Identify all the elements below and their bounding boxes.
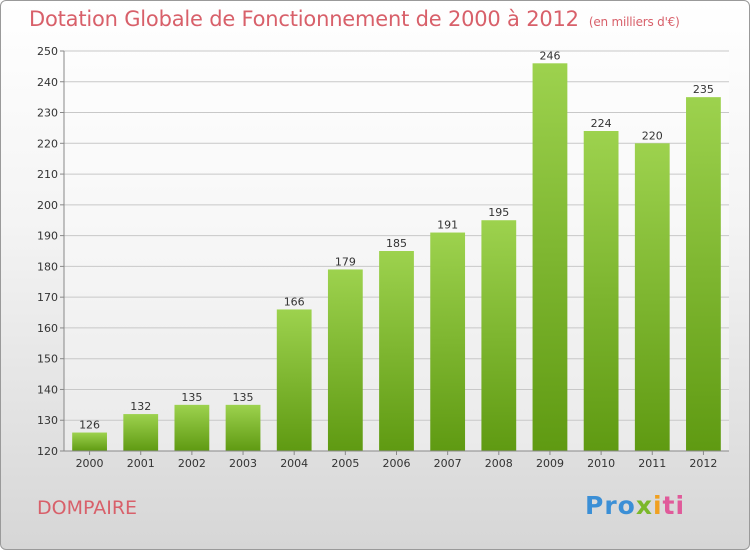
y-tick-label: 200 xyxy=(37,199,58,212)
y-tick-label: 240 xyxy=(37,76,58,89)
y-tick-label: 140 xyxy=(37,383,58,396)
bar-value-label: 126 xyxy=(79,419,100,432)
y-tick-label: 230 xyxy=(37,107,58,120)
x-tick-label: 2006 xyxy=(383,457,411,470)
x-tick-label: 2012 xyxy=(689,457,717,470)
x-tick-label: 2011 xyxy=(638,457,666,470)
bar-2001 xyxy=(123,414,159,451)
x-tick-label: 2009 xyxy=(536,457,564,470)
bar-value-label: 185 xyxy=(386,237,407,250)
bar-2012 xyxy=(686,97,721,452)
bar-value-label: 246 xyxy=(539,49,560,62)
y-tick-label: 250 xyxy=(37,45,58,58)
y-tick-label: 190 xyxy=(37,230,58,243)
x-tick-label: 2008 xyxy=(485,457,513,470)
bar-value-label: 191 xyxy=(437,219,458,232)
y-tick-label: 220 xyxy=(37,137,58,150)
bar-value-label: 132 xyxy=(130,400,151,413)
axes: 120 130 140 150 160 170 180 190 200 210 220 230 240 2… xyxy=(37,45,729,470)
proxiti-logo: Proxiti xyxy=(585,491,686,520)
y-tick-label: 130 xyxy=(37,414,58,427)
bar-value-label: 195 xyxy=(488,206,509,219)
bars: 126 132 135 135 166 179 185 191 195 246 224 220 235 xyxy=(72,49,721,452)
y-tick-label: 150 xyxy=(37,353,58,366)
bar-value-label: 179 xyxy=(335,255,356,268)
x-tick-label: 2005 xyxy=(331,457,359,470)
bar-2005 xyxy=(327,269,363,451)
y-tick-label: 210 xyxy=(37,168,58,181)
chart-title: Dotation Globale de Fonctionnement de 20… xyxy=(29,7,680,31)
bar-2010 xyxy=(583,131,619,451)
y-tick-label: 170 xyxy=(37,291,58,304)
x-tick-label: 2003 xyxy=(229,457,257,470)
bar-2004 xyxy=(276,309,312,451)
bar-2002 xyxy=(174,404,210,451)
chart-unit: (en milliers d'€) xyxy=(588,15,680,29)
bar-2008 xyxy=(481,220,517,451)
bar-value-label: 224 xyxy=(591,117,612,130)
x-tick-label: 2007 xyxy=(434,457,462,470)
x-tick-label: 2000 xyxy=(76,457,104,470)
y-tick-label: 120 xyxy=(37,445,58,458)
x-tick-label: 2004 xyxy=(280,457,308,470)
bar-value-label: 220 xyxy=(642,129,663,142)
x-tick-label: 2010 xyxy=(587,457,615,470)
x-tick-label: 2002 xyxy=(178,457,206,470)
bar-2011 xyxy=(634,143,670,452)
bar-2006 xyxy=(379,251,414,451)
bar-value-label: 135 xyxy=(181,391,202,404)
bar-2009 xyxy=(532,63,568,452)
bar-value-label: 166 xyxy=(284,295,305,308)
y-tick-label: 160 xyxy=(37,322,58,335)
y-tick-label: 180 xyxy=(37,260,58,273)
bar-2003 xyxy=(225,404,261,451)
bar-value-label: 135 xyxy=(233,391,254,404)
commune-name: DOMPAIRE xyxy=(37,497,138,519)
bar-2000 xyxy=(72,432,107,451)
bar-2007 xyxy=(430,232,466,451)
bar-value-label: 235 xyxy=(693,83,714,96)
x-tick-label: 2001 xyxy=(127,457,155,470)
